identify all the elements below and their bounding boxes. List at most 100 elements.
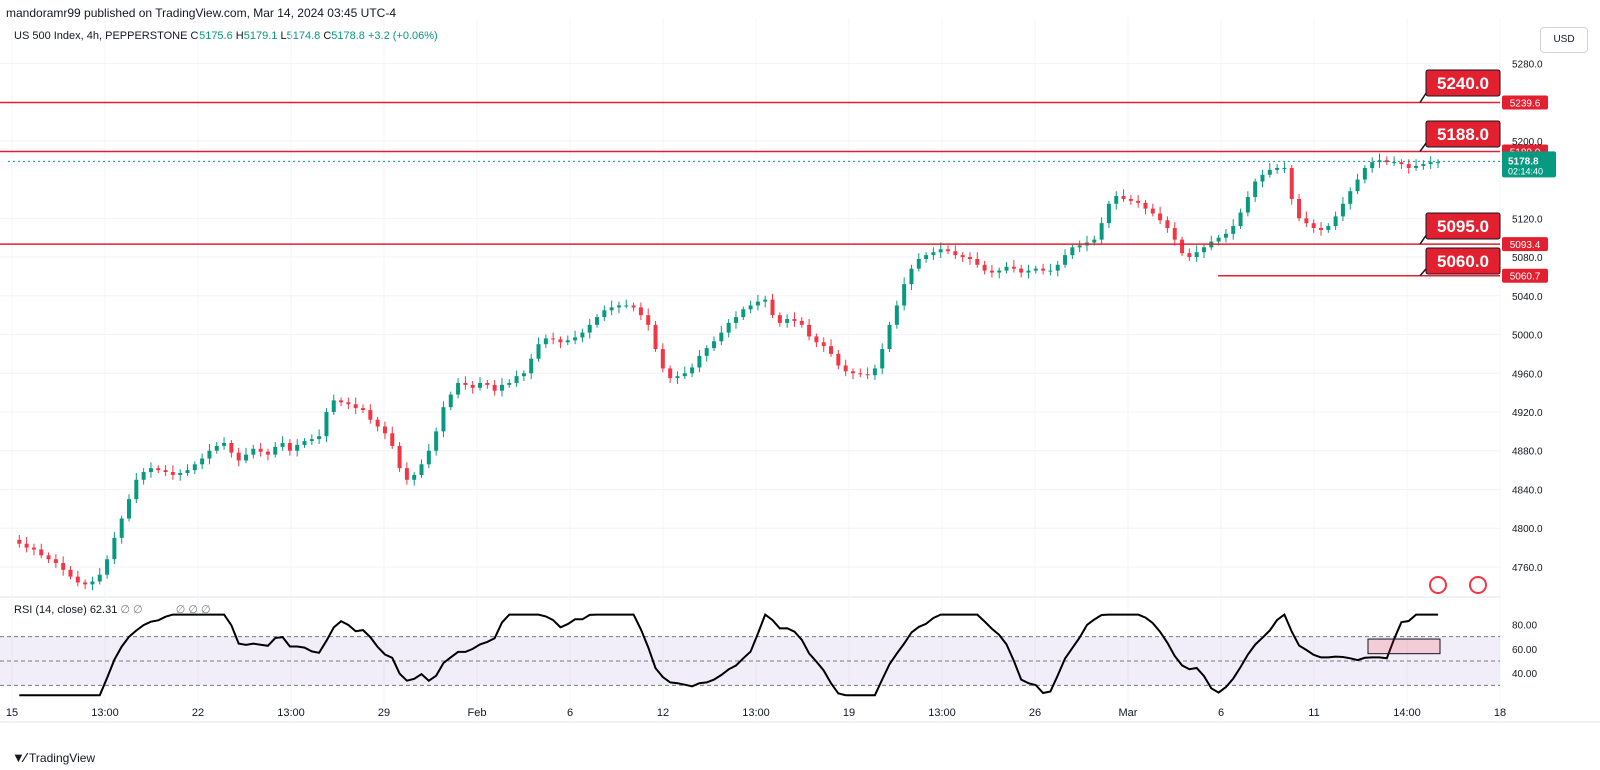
candle-body	[865, 374, 870, 376]
candle-body	[638, 307, 643, 316]
candle-body	[997, 270, 1002, 273]
candle-body	[1333, 216, 1338, 227]
candle-body	[1421, 164, 1426, 167]
candle-body	[514, 376, 519, 383]
rsi-label[interactable]: RSI (14, close)	[14, 604, 87, 616]
candle-body	[434, 431, 439, 451]
candle-body	[543, 338, 548, 345]
candle-body	[1121, 196, 1126, 199]
candle-body	[748, 305, 753, 310]
candle-body	[265, 451, 270, 455]
level-axis-tag	[1502, 95, 1548, 110]
candle-body	[207, 450, 212, 459]
candle-body	[273, 446, 278, 455]
candle-body	[1355, 179, 1360, 192]
candle-body	[660, 349, 665, 369]
candle-body	[39, 549, 44, 556]
candle-body	[127, 499, 132, 519]
candle-body	[792, 319, 797, 321]
event-flag-icon	[1469, 576, 1487, 594]
candle-body	[770, 299, 775, 316]
candle-body	[931, 252, 936, 256]
price-tick-label: 5080.0	[1512, 253, 1543, 264]
level-callout-label: 5240.0	[1437, 74, 1489, 93]
price-axis[interactable]: 5280.0 5200.0 5120.0 5080.0 5040.0 5000.0 4960…	[1512, 59, 1543, 680]
time-tick-label: 13:00	[277, 707, 305, 719]
time-tick-label: 26	[1029, 707, 1041, 719]
candle-body	[1128, 198, 1133, 201]
rsi-markers: ∅ ∅	[120, 604, 143, 616]
candle-body	[697, 355, 702, 368]
time-tick-label: 29	[378, 707, 390, 719]
candle-body	[1114, 196, 1119, 204]
tradingview-logo[interactable]: ▼⁄ TradingView	[12, 750, 95, 765]
candle-body	[134, 479, 139, 500]
candle-body	[287, 442, 292, 451]
price-tick-label: 5000.0	[1512, 331, 1543, 342]
candle-body	[1304, 218, 1309, 224]
time-tick-label: 14:00	[1393, 707, 1421, 719]
candle-body	[448, 394, 453, 408]
candle-body	[1428, 162, 1433, 165]
time-tick-label: 13:00	[742, 707, 770, 719]
candle-body	[1201, 247, 1206, 253]
candle-body	[404, 468, 409, 480]
published-caption: mandoramr99 published on TradingView.com…	[6, 6, 396, 20]
close-value: 5178.8	[331, 30, 365, 42]
time-tick-label: 6	[567, 707, 573, 719]
candle-body	[609, 307, 614, 311]
candle-body	[485, 382, 490, 385]
candle-body	[1004, 266, 1009, 271]
candle-body	[631, 305, 636, 308]
price-tick-label: 4840.0	[1512, 485, 1543, 496]
rsi-tick-label: 80.00	[1512, 620, 1537, 631]
candle-body	[83, 582, 88, 585]
candle-body	[821, 342, 826, 347]
candle-body	[192, 464, 197, 471]
rsi-line	[19, 613, 1438, 697]
time-tick-label: 6	[1218, 707, 1224, 719]
candle-body	[397, 445, 402, 469]
candle-body	[68, 569, 73, 577]
candle-body	[565, 340, 570, 343]
open-label: O	[190, 30, 200, 42]
price-tick-label: 4760.0	[1512, 563, 1543, 574]
rsi-tick-label: 60.00	[1512, 645, 1537, 656]
candle-body	[1311, 223, 1316, 228]
time-tick-label: 11	[1308, 707, 1319, 719]
candle-body	[339, 400, 344, 403]
candle-body	[478, 382, 483, 388]
level-axis-tag	[1502, 268, 1548, 283]
candle-body	[1194, 252, 1199, 258]
candle-body	[573, 337, 578, 341]
currency-button[interactable]: USD	[1540, 27, 1588, 53]
candle-body	[97, 574, 102, 582]
callout-pointer	[1419, 261, 1433, 277]
candle-body	[967, 257, 972, 259]
time-tick-label: 19	[843, 707, 855, 719]
candle-body	[1392, 162, 1397, 164]
brand-name: TradingView	[29, 750, 96, 765]
time-axis[interactable]: 15 13:00 22 13:00 29 Feb 6 12 13:00 19 13:00 26 Mar 6…	[6, 707, 1506, 719]
candle-body	[463, 382, 468, 385]
candle-body	[1289, 167, 1294, 199]
symbol-title[interactable]: US 500 Index, 4h, PEPPERSTONE	[14, 30, 188, 42]
level-callout-label: 5095.0	[1437, 217, 1489, 236]
candle-body	[799, 320, 804, 325]
candle-body	[1245, 197, 1250, 213]
time-tick-label: 22	[192, 707, 204, 719]
candle-body	[755, 301, 760, 306]
candle-body	[580, 332, 585, 338]
candle-body	[1041, 268, 1046, 271]
candle-body	[1326, 226, 1331, 230]
candle-body	[353, 404, 358, 409]
rsi-markers-2: ∅ ∅ ∅	[175, 604, 211, 616]
candle-body	[361, 408, 366, 411]
event-flag-icon	[1429, 576, 1447, 594]
candle-body	[1216, 237, 1221, 242]
price-tick-label: 4800.0	[1512, 524, 1543, 535]
price-tick-label: 5120.0	[1512, 214, 1543, 225]
candle-body	[1340, 203, 1345, 217]
chart-grid	[0, 18, 1600, 723]
